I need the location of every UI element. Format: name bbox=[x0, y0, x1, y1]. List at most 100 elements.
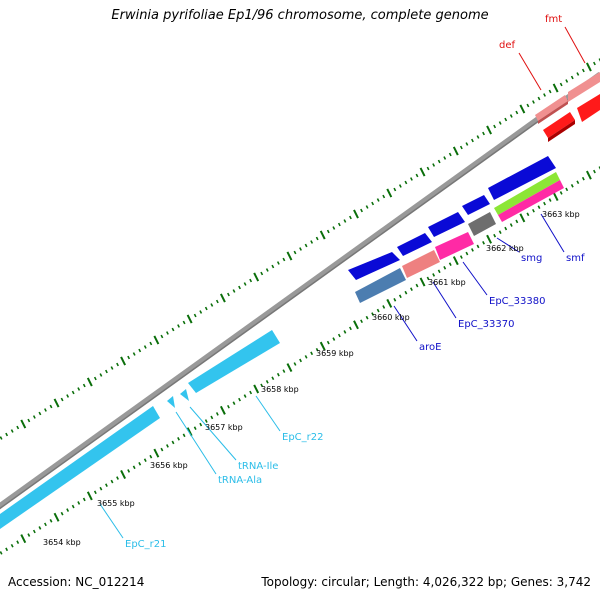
gene-EpC_r22[interactable] bbox=[188, 330, 280, 393]
minor-tick bbox=[343, 330, 347, 334]
minor-tick bbox=[526, 212, 530, 217]
minor-tick bbox=[337, 222, 341, 227]
minor-tick bbox=[343, 219, 347, 223]
minor-tick bbox=[232, 289, 236, 293]
minor-tick bbox=[537, 205, 541, 209]
minor-tick bbox=[337, 333, 341, 338]
minor-tick bbox=[299, 247, 302, 251]
major-tick bbox=[286, 363, 293, 373]
gene-def-red[interactable] bbox=[543, 112, 575, 142]
minor-tick bbox=[204, 419, 208, 423]
major-tick bbox=[319, 341, 326, 351]
gene-labels: fmt def smf smg EpC_33380 EpC_33370 aroE EpC_r2… bbox=[125, 14, 585, 550]
minor-tick bbox=[365, 205, 369, 209]
minor-tick bbox=[326, 340, 330, 345]
gene-EpC_33380[interactable] bbox=[435, 232, 474, 260]
gene-blue-2[interactable] bbox=[397, 233, 432, 256]
minor-tick bbox=[16, 540, 20, 544]
gene-aroE[interactable] bbox=[355, 268, 406, 303]
minor-tick bbox=[315, 236, 319, 241]
minor-tick bbox=[515, 219, 519, 224]
connector-line bbox=[175, 411, 217, 475]
minor-tick bbox=[265, 380, 269, 384]
minor-tick bbox=[493, 124, 497, 129]
minor-tick bbox=[349, 326, 352, 331]
major-tick bbox=[153, 335, 160, 345]
minor-tick bbox=[504, 117, 508, 122]
minor-tick bbox=[149, 454, 153, 459]
minor-tick bbox=[537, 96, 541, 101]
minor-tick bbox=[238, 285, 241, 290]
minor-tick bbox=[543, 201, 546, 206]
minor-tick bbox=[171, 327, 175, 332]
gene-label[interactable]: EpC_r21 bbox=[125, 539, 166, 550]
gene-tRNA-Ile[interactable] bbox=[180, 389, 189, 401]
gene-label[interactable]: EpC_r22 bbox=[282, 432, 323, 443]
gene-label[interactable]: smg bbox=[521, 253, 542, 264]
minor-tick bbox=[138, 348, 142, 353]
gene-label[interactable]: fmt bbox=[545, 14, 562, 25]
gene-EpC_33370[interactable] bbox=[402, 250, 440, 278]
topology-summary: Topology: circular; Length: 4,026,322 bp… bbox=[261, 575, 591, 589]
minor-tick bbox=[32, 529, 36, 534]
minor-tick bbox=[71, 504, 75, 509]
kbp-label: 3662 kbp bbox=[486, 244, 524, 253]
minor-tick bbox=[349, 215, 352, 220]
minor-tick bbox=[243, 282, 247, 286]
minor-tick bbox=[71, 390, 75, 395]
gene-tRNA-Ala[interactable] bbox=[167, 396, 175, 408]
minor-tick bbox=[138, 461, 142, 466]
gene-blue-4[interactable] bbox=[462, 195, 490, 215]
minor-tick bbox=[365, 315, 369, 320]
gene-smg[interactable] bbox=[468, 212, 496, 236]
minor-tick bbox=[99, 373, 103, 377]
minor-tick bbox=[310, 351, 314, 356]
minor-tick bbox=[44, 408, 47, 412]
gene-def-pink[interactable] bbox=[535, 95, 568, 124]
gene-fmt-pink[interactable] bbox=[568, 72, 600, 102]
gene-label[interactable]: smf bbox=[566, 253, 585, 264]
minor-tick bbox=[249, 390, 253, 395]
kbp-labels: 3654 kbp 3655 kbp 3656 kbp 3657 kbp 3658 kbp… bbox=[43, 210, 580, 547]
gene-label[interactable]: tRNA-Ile bbox=[238, 461, 278, 472]
connector-line bbox=[462, 261, 488, 296]
minor-tick bbox=[509, 223, 513, 227]
backbone-shadow bbox=[0, 76, 600, 510]
gene-label[interactable]: EpC_33380 bbox=[489, 296, 545, 307]
minor-tick bbox=[398, 184, 402, 188]
minor-tick bbox=[49, 519, 53, 523]
minor-tick bbox=[443, 156, 447, 160]
kbp-label: 3658 kbp bbox=[261, 385, 299, 394]
minor-tick bbox=[448, 262, 452, 267]
gene-blue-1[interactable] bbox=[348, 252, 400, 280]
minor-tick bbox=[393, 187, 397, 192]
major-tick bbox=[86, 491, 93, 501]
minor-tick bbox=[16, 425, 20, 430]
gene-label[interactable]: def bbox=[499, 40, 516, 51]
gene-label[interactable]: tRNA-Ala bbox=[218, 475, 262, 486]
major-tick bbox=[120, 356, 127, 366]
major-tick bbox=[319, 230, 326, 240]
gene-smf-magenta[interactable] bbox=[498, 180, 564, 222]
gene-blue-5[interactable] bbox=[488, 156, 556, 200]
major-tick bbox=[20, 419, 27, 429]
minor-tick bbox=[44, 522, 47, 527]
minor-tick bbox=[393, 298, 397, 302]
gene-blue-3[interactable] bbox=[428, 212, 465, 237]
minor-tick bbox=[593, 61, 596, 66]
minor-tick bbox=[132, 465, 136, 470]
label-connectors bbox=[99, 26, 586, 539]
gene-fmt-red[interactable] bbox=[577, 94, 600, 122]
gene-label[interactable]: aroE bbox=[419, 342, 441, 353]
minor-tick bbox=[160, 447, 164, 452]
minor-tick bbox=[105, 483, 108, 487]
minor-tick bbox=[243, 394, 247, 398]
gene-EpC_r21[interactable] bbox=[0, 406, 160, 529]
minor-tick bbox=[177, 437, 180, 441]
minor-tick bbox=[465, 142, 469, 146]
major-tick bbox=[353, 209, 359, 219]
major-tick bbox=[53, 398, 60, 408]
gene-smf-lime[interactable] bbox=[494, 172, 560, 215]
minor-tick bbox=[448, 152, 452, 157]
gene-label[interactable]: EpC_33370 bbox=[458, 319, 514, 330]
